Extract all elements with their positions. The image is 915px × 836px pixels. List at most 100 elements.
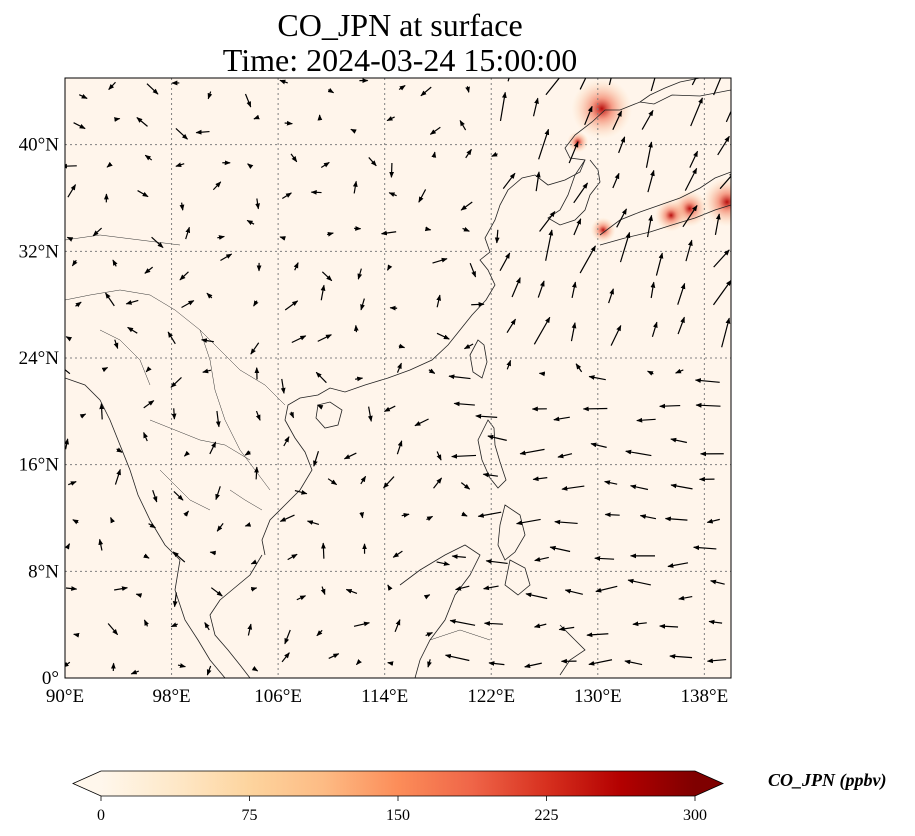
wind-arrow <box>695 402 721 408</box>
wind-arrow <box>73 632 80 638</box>
wind-arrow <box>387 584 393 591</box>
colorbar-extend-min <box>73 771 101 796</box>
wind-arrow <box>206 665 212 676</box>
wind-arrow <box>173 491 184 501</box>
wind-arrow <box>353 621 370 627</box>
wind-arrow <box>250 342 260 355</box>
wind-arrow <box>316 404 324 410</box>
x-tick-label: 90°E <box>46 686 84 707</box>
wind-arrow <box>506 359 512 370</box>
wind-arrow <box>538 128 550 160</box>
wind-arrow <box>148 522 156 529</box>
wind-arrow <box>590 442 607 448</box>
wind-arrow <box>579 78 587 90</box>
wind-arrow <box>67 184 77 198</box>
wind-arrow <box>73 122 86 130</box>
wind-arrow <box>367 406 373 422</box>
wind-arrow <box>144 266 154 274</box>
wind-arrow <box>682 205 698 228</box>
wind-arrow <box>183 510 189 517</box>
wind-arrow <box>114 586 128 592</box>
wind-arrow <box>135 593 143 598</box>
hainan-coast <box>315 401 343 429</box>
x-tick-label: 138°E <box>681 686 729 707</box>
wind-arrow <box>418 189 427 203</box>
wind-arrow <box>254 466 259 480</box>
wind-arrow <box>396 362 402 373</box>
wind-arrow <box>713 78 722 96</box>
wind-arrow <box>216 523 224 532</box>
wind-arrow <box>453 401 475 407</box>
wind-arrow <box>694 378 720 383</box>
wind-arrow <box>170 377 182 388</box>
wind-arrow <box>426 515 434 522</box>
wind-arrow <box>247 623 253 636</box>
wind-arrow <box>608 288 614 304</box>
wind-arrow <box>436 451 442 461</box>
wind-arrow <box>534 556 549 562</box>
wind-arrow <box>516 518 541 526</box>
wind-arrow <box>279 514 295 522</box>
taiwan-coast <box>469 339 488 379</box>
wind-arrow <box>207 91 213 100</box>
wind-arrow <box>659 623 679 629</box>
wind-arrow <box>210 587 223 597</box>
wind-arrow <box>143 400 155 409</box>
wind-arrow <box>588 659 613 666</box>
wind-arrow <box>714 213 721 235</box>
wind-arrow <box>66 236 74 242</box>
colorbar-ticks: 0 75 150 225 300 <box>97 796 707 824</box>
wind-arrow <box>280 378 286 394</box>
wind-arrow <box>78 93 88 100</box>
wind-arrow <box>684 167 698 191</box>
wind-arrow <box>624 659 643 666</box>
y-tick-label: 40°N <box>19 135 60 156</box>
wind-arrow <box>306 520 320 526</box>
wind-arrow <box>152 489 158 503</box>
wind-arrow <box>143 619 149 627</box>
lat-lon-gridlines <box>65 78 731 678</box>
wind-arrow <box>568 141 579 164</box>
wind-arrow <box>320 161 330 169</box>
wind-arrow <box>708 619 723 625</box>
hotspot-0 <box>571 78 633 139</box>
y-tick-label: 16°N <box>19 455 60 476</box>
wind-arrow <box>725 109 731 123</box>
wind-arrow <box>554 519 578 525</box>
wind-arrow <box>487 434 507 441</box>
wind-arrow <box>647 169 655 193</box>
wind-arrow <box>429 126 441 135</box>
y-tick-label: 0° <box>42 668 59 689</box>
wind-arrow <box>172 551 186 563</box>
wind-arrow <box>244 93 252 108</box>
wind-arrow <box>215 410 221 428</box>
wind-arrow <box>183 450 190 457</box>
wind-arrow <box>539 210 556 232</box>
wind-arrow <box>506 318 517 334</box>
wind-arrow <box>108 81 116 90</box>
wind-arrow <box>710 579 725 585</box>
wind-arrow <box>353 324 359 333</box>
wind-arrow <box>145 366 152 373</box>
wind-arrow <box>220 253 233 262</box>
colorbar-tick-label: 225 <box>535 807 559 824</box>
map-title: CO_JPN at surface <box>277 7 523 43</box>
malay-coast <box>174 559 226 678</box>
colorbar-tick-label: 300 <box>683 807 707 824</box>
borneo-coast <box>399 544 481 678</box>
wind-arrow <box>172 592 178 608</box>
wind-arrow <box>321 542 326 559</box>
wind-arrow <box>65 543 71 550</box>
wind-arrow <box>185 226 191 240</box>
wind-arrow <box>65 336 73 342</box>
wind-arrow <box>246 219 255 226</box>
wind-arrow <box>343 452 357 460</box>
wind-arrow <box>65 661 71 668</box>
wind-arrow <box>573 182 589 204</box>
wind-arrow <box>650 281 656 299</box>
wind-arrow <box>471 302 485 307</box>
wind-arrow <box>209 441 217 455</box>
wind-arrow <box>75 301 82 308</box>
wind-arrow <box>485 559 508 565</box>
wind-arrow <box>651 321 658 337</box>
